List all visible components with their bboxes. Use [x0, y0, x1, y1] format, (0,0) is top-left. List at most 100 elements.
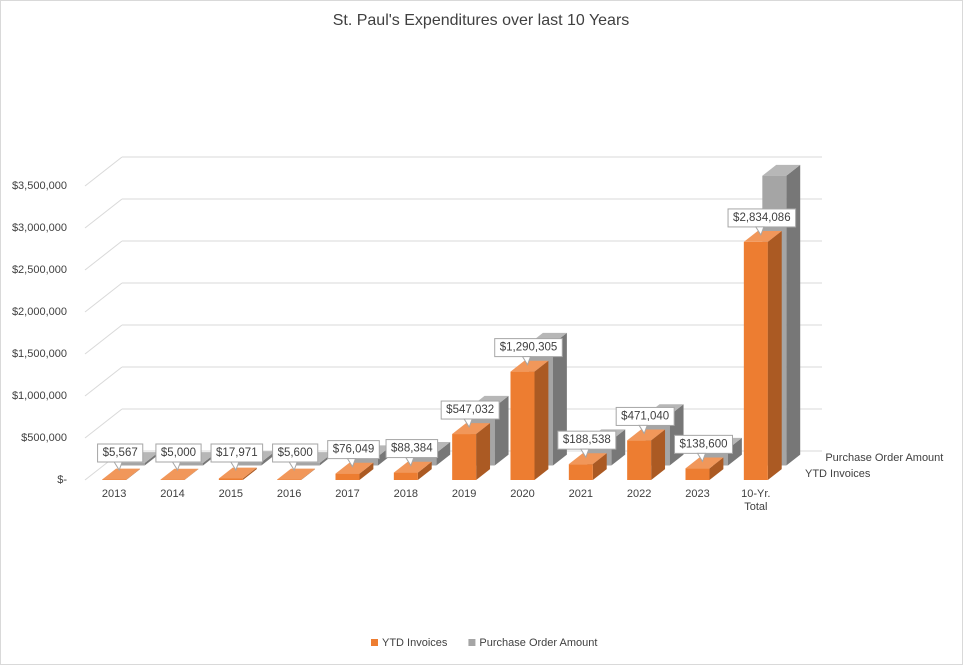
- series-axis-label: Purchase Order Amount: [825, 452, 943, 464]
- x-tick-label: 2015: [219, 488, 243, 500]
- x-tick-text: 2018: [393, 488, 419, 500]
- y-tick-label: $1,500,000: [12, 348, 67, 360]
- grid-line: [84, 240, 123, 271]
- bar: [568, 453, 607, 480]
- grid-line: [84, 324, 123, 355]
- x-tick-label: 2022: [626, 488, 652, 500]
- bar-side: [651, 429, 666, 480]
- x-tick-text: 2014: [160, 488, 185, 500]
- bar-side: [184, 468, 199, 480]
- bar-top: [685, 457, 724, 469]
- value-label: $88,384: [391, 443, 433, 455]
- bar-face: [237, 462, 262, 466]
- bar-face: [452, 434, 477, 480]
- value-label: $547,032: [446, 404, 494, 416]
- bar-side: [592, 453, 607, 480]
- value-label: $5,600: [278, 447, 313, 459]
- value-label-pointer: [638, 424, 648, 435]
- bar-side: [126, 468, 141, 480]
- grid-line: [84, 366, 123, 397]
- legend-swatch: [468, 639, 476, 646]
- bar-side: [436, 442, 451, 466]
- x-tick-text: 2017: [335, 488, 360, 500]
- x-tick-label: 2013: [101, 488, 127, 500]
- x-tick-text: 2013: [101, 488, 127, 500]
- x-tick-label: 2014: [160, 488, 185, 500]
- bar-face: [218, 478, 243, 480]
- bar-face: [685, 468, 710, 480]
- value-label: $5,567: [103, 447, 138, 459]
- y-tick-label: $2,000,000: [12, 306, 67, 318]
- value-label-pointer: [288, 461, 298, 472]
- legend-label: YTD Invoices: [382, 637, 448, 649]
- bar-face: [627, 440, 652, 480]
- value-label-pointer: [113, 461, 123, 472]
- value-label-pointer: [404, 457, 415, 467]
- y-tick-label: $3,000,000: [12, 222, 67, 234]
- x-tick-text: 2023: [685, 488, 710, 500]
- bar-face: [393, 472, 418, 480]
- bar-top: [393, 461, 432, 473]
- bar-top: [102, 468, 141, 480]
- value-label: $5,000: [161, 447, 196, 459]
- x-tick-label: 2019: [451, 488, 477, 500]
- value-label: $1,290,305: [500, 342, 558, 354]
- x-tick-label: 2018: [393, 488, 419, 500]
- y-tick-label: $-: [57, 474, 67, 486]
- value-label: $76,049: [333, 444, 375, 456]
- bar-side: [301, 468, 316, 480]
- grid-line: [84, 198, 123, 229]
- x-tick-label: 2017: [335, 488, 360, 500]
- bar-side: [359, 462, 374, 480]
- bar-side: [417, 461, 432, 480]
- x-tick-text: 2021: [568, 488, 594, 500]
- value-label-pointer: [171, 461, 182, 472]
- bar-top: [218, 467, 257, 479]
- bar-face: [179, 462, 203, 466]
- bar: [393, 461, 432, 480]
- bar-top: [160, 468, 199, 480]
- x-tick-text: 2019: [451, 488, 477, 500]
- x-tick-text: 10-Yr. Total: [741, 488, 771, 513]
- value-label-pointer: [696, 452, 707, 463]
- bar-side: [144, 452, 159, 466]
- value-label-pointer: [579, 448, 590, 459]
- bar-face: [295, 462, 320, 466]
- bar-side: [261, 451, 276, 466]
- bar-side: [534, 360, 549, 480]
- legend-label: Purchase Order Amount: [479, 637, 597, 649]
- x-tick-label: 2021: [568, 488, 594, 500]
- bar-side: [242, 467, 257, 480]
- x-tick-label: 2023: [685, 488, 710, 500]
- grid-line: [84, 282, 123, 313]
- value-label-pointer: [463, 418, 473, 429]
- bar: [685, 457, 724, 480]
- bar-face: [568, 464, 593, 480]
- x-tick-label: 2016: [277, 488, 301, 500]
- bar-side: [476, 423, 491, 480]
- value-label: $138,600: [680, 438, 728, 450]
- value-label-pointer: [229, 461, 240, 472]
- bar: [510, 360, 549, 480]
- y-tick-label: $1,000,000: [12, 390, 67, 402]
- x-tick-text: 2022: [626, 488, 652, 500]
- series-axis-label: YTD Invoices: [805, 468, 871, 480]
- bar: [335, 462, 374, 480]
- bar-face: [510, 371, 535, 480]
- bar: [277, 468, 316, 480]
- bar: [102, 468, 141, 480]
- y-tick-label: $2,500,000: [12, 264, 67, 276]
- bar-face: [354, 456, 378, 466]
- bar: [627, 429, 666, 480]
- bar-top: [277, 468, 316, 480]
- value-label: $471,040: [621, 410, 669, 422]
- bar-face: [335, 473, 360, 480]
- y-tick-label: $500,000: [21, 432, 67, 444]
- x-tick-label: 2020: [510, 488, 534, 500]
- bar-face: [120, 462, 145, 466]
- bar: [218, 467, 257, 480]
- grid-line: [84, 156, 123, 187]
- bar-face: [743, 241, 768, 480]
